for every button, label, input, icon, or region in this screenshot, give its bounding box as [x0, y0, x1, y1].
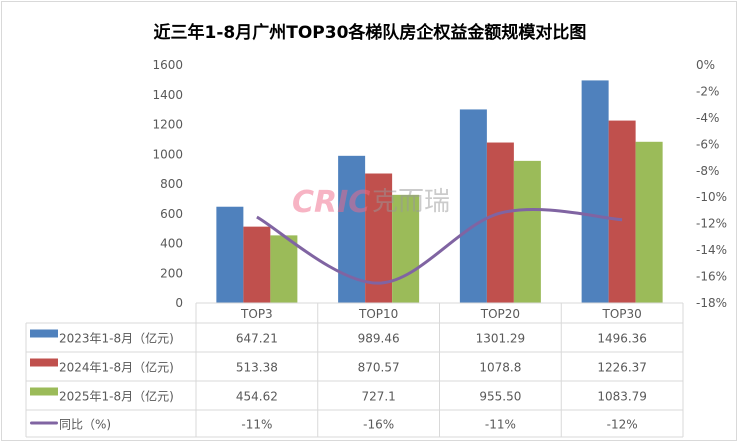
data-table-cell: 1078.8 [479, 361, 521, 375]
bar-top30-series-2 [608, 120, 636, 304]
x-category-label: TOP30 [601, 307, 641, 321]
bar-top3-series-3 [270, 235, 298, 303]
bar-top20-series-2 [486, 142, 514, 303]
y-left-tick-label: 1400 [152, 88, 183, 102]
data-table-cell: -16% [363, 418, 394, 432]
y-left-tick-label: 1600 [152, 58, 183, 72]
y-right-tick-label: -2% [696, 84, 719, 98]
bar-top30-series-3 [635, 141, 663, 303]
watermark-logo: CRIC 克而瑞 [292, 185, 450, 220]
legend-label: 2025年1-8月（亿元) [59, 389, 174, 404]
legend-swatch [30, 358, 58, 367]
data-table-cell: 454.62 [236, 390, 278, 404]
bar-top30-series-1 [581, 80, 609, 304]
data-table-cell: 1301.29 [476, 332, 526, 346]
bar-top20-series-3 [513, 160, 541, 303]
x-category-label: TOP3 [240, 307, 273, 321]
legend-label: 同比（%) [59, 418, 111, 432]
y-right-tick-label: -12% [696, 217, 727, 231]
legend-line-swatch [30, 421, 58, 425]
legend-swatch [30, 329, 58, 338]
data-table-cell: 1226.37 [597, 361, 647, 375]
bar-top3-series-2 [243, 226, 271, 303]
data-table-cell: 647.21 [236, 332, 278, 346]
y-right-tick-label: -16% [696, 270, 727, 284]
data-table-cell: 513.38 [236, 361, 278, 375]
data-table-cell: 955.50 [479, 390, 521, 404]
y-right-tick-label: -10% [696, 190, 727, 204]
bar-top3-series-1 [216, 206, 244, 303]
y-left-tick-label: 1000 [152, 147, 183, 161]
y-right-tick-label: 0% [696, 58, 715, 72]
data-table-cell: 870.57 [358, 361, 400, 375]
data-table-cell: 727.1 [361, 390, 395, 404]
y-left-tick-label: 200 [160, 266, 183, 280]
x-category-label: TOP10 [358, 307, 398, 321]
bar-top20-series-1 [459, 109, 487, 304]
y-left-tick-label: 1200 [152, 118, 183, 132]
data-table-cell: -12% [607, 418, 638, 432]
svg-text:CRIC: CRIC [292, 185, 370, 220]
y-right-tick-label: -18% [696, 296, 727, 310]
legend-label: 2024年1-8月（亿元) [59, 360, 174, 375]
data-table-cell: 1083.79 [597, 390, 647, 404]
y-left-tick-label: 400 [160, 237, 183, 251]
data-table-cell: -11% [485, 418, 516, 432]
data-table-cell: 989.46 [358, 332, 400, 346]
data-table-cell: -11% [241, 418, 272, 432]
legend-swatch [30, 387, 58, 396]
legend-label: 2023年1-8月（亿元) [59, 331, 174, 346]
bar-top10-series-3 [392, 194, 420, 303]
y-left-tick-label: 800 [160, 177, 183, 191]
svg-text:克而瑞: 克而瑞 [372, 187, 450, 217]
y-left-tick-label: 600 [160, 207, 183, 221]
y-right-tick-label: -6% [696, 137, 719, 151]
yoy-line [256, 208, 623, 285]
y-right-tick-label: -14% [696, 243, 727, 257]
y-left-tick-label: 0 [175, 296, 183, 310]
chart-title: 近三年1-8月广州TOP30各梯队房企权益金额规模对比图 [154, 22, 587, 43]
y-right-tick-label: -8% [696, 164, 719, 178]
x-category-label: TOP20 [480, 307, 520, 321]
data-table-cell: 1496.36 [597, 332, 647, 346]
y-right-tick-label: -4% [696, 111, 719, 125]
